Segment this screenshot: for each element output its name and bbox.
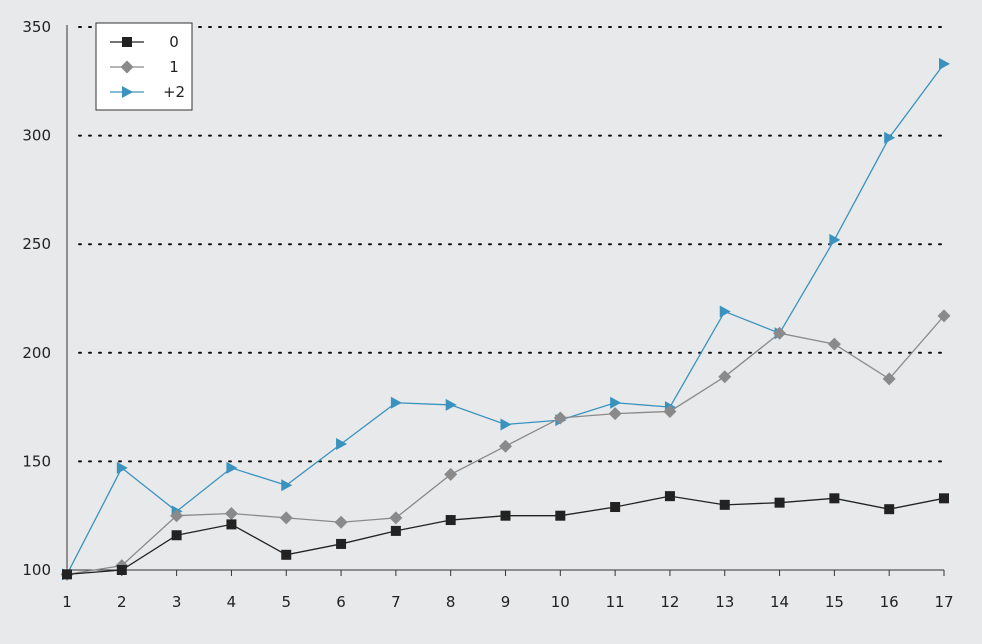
data-point [336,538,347,549]
gridlines [78,26,949,463]
data-point [279,511,293,525]
data-point [937,309,951,323]
y-tick-label: 200 [22,344,51,362]
data-point [553,411,567,425]
data-point [281,549,292,560]
y-tick-label: 300 [22,127,51,145]
data-point [224,507,238,521]
x-tick-label: 5 [281,593,291,611]
data-point [664,491,675,502]
data-point [445,515,456,526]
series-+2 [62,57,950,581]
legend-item: 1 [110,58,179,76]
data-point [884,504,895,515]
x-tick-label: 7 [391,593,401,611]
data-point [170,509,184,523]
series-group [60,57,951,581]
data-point [226,519,237,530]
series-line [66,63,945,575]
data-point [939,493,949,504]
data-point [827,337,841,351]
legend-marker [122,86,133,98]
data-point [499,439,512,453]
data-point [829,233,841,246]
data-point [663,404,677,418]
legend-item: 0 [110,33,179,51]
data-point [500,418,512,431]
y-tick-label: 250 [22,235,51,253]
data-point [116,565,127,575]
x-tick-label: 2 [117,593,127,611]
series-1 [60,309,951,581]
x-tick-label: 14 [770,593,789,611]
x-tick-label: 12 [660,593,679,611]
x-tick-label: 17 [934,593,953,611]
x-tick-label: 16 [880,593,899,611]
x-tick-label: 9 [501,593,511,611]
series-line [66,495,945,575]
data-point [718,370,732,384]
data-point [610,502,621,513]
data-point [445,398,457,411]
data-point [884,131,896,144]
x-tick-label: 15 [825,593,844,611]
data-point [829,493,840,504]
legend-item: +2 [110,83,185,101]
legend-marker [122,37,132,47]
legend-label: +2 [163,83,185,101]
data-point [116,461,128,474]
data-point [390,396,402,409]
x-tick-label: 11 [606,593,625,611]
x-tick-label: 4 [227,593,237,611]
data-point [281,479,293,492]
series-0 [62,491,949,580]
legend-label: 0 [169,33,179,51]
data-point [608,407,622,421]
data-point [774,497,785,508]
data-point [336,438,348,451]
data-point [773,326,787,340]
data-point [62,569,72,580]
x-tick-label: 6 [336,593,346,611]
data-point [334,515,348,529]
x-tick-label: 13 [715,593,734,611]
data-point [882,372,896,386]
x-tick-label: 8 [446,593,456,611]
legend-label: 1 [169,58,179,76]
legend-marker [120,60,134,74]
y-tick-label: 150 [22,452,51,470]
data-point [444,467,458,481]
data-point [939,57,950,70]
data-point [389,511,403,525]
data-point [555,510,566,521]
x-tick-label: 10 [551,593,570,611]
data-point [500,510,511,521]
x-tick-label: 1 [62,593,72,611]
x-tick-label: 3 [172,593,182,611]
y-tick-label: 350 [22,18,51,36]
data-point [390,525,401,536]
data-point [610,396,622,409]
data-point [226,461,238,474]
data-point [719,305,731,318]
legend: 0 1 +2 [95,22,193,111]
data-point [171,530,182,541]
y-tick-label: 100 [22,561,51,579]
data-point [719,499,730,510]
